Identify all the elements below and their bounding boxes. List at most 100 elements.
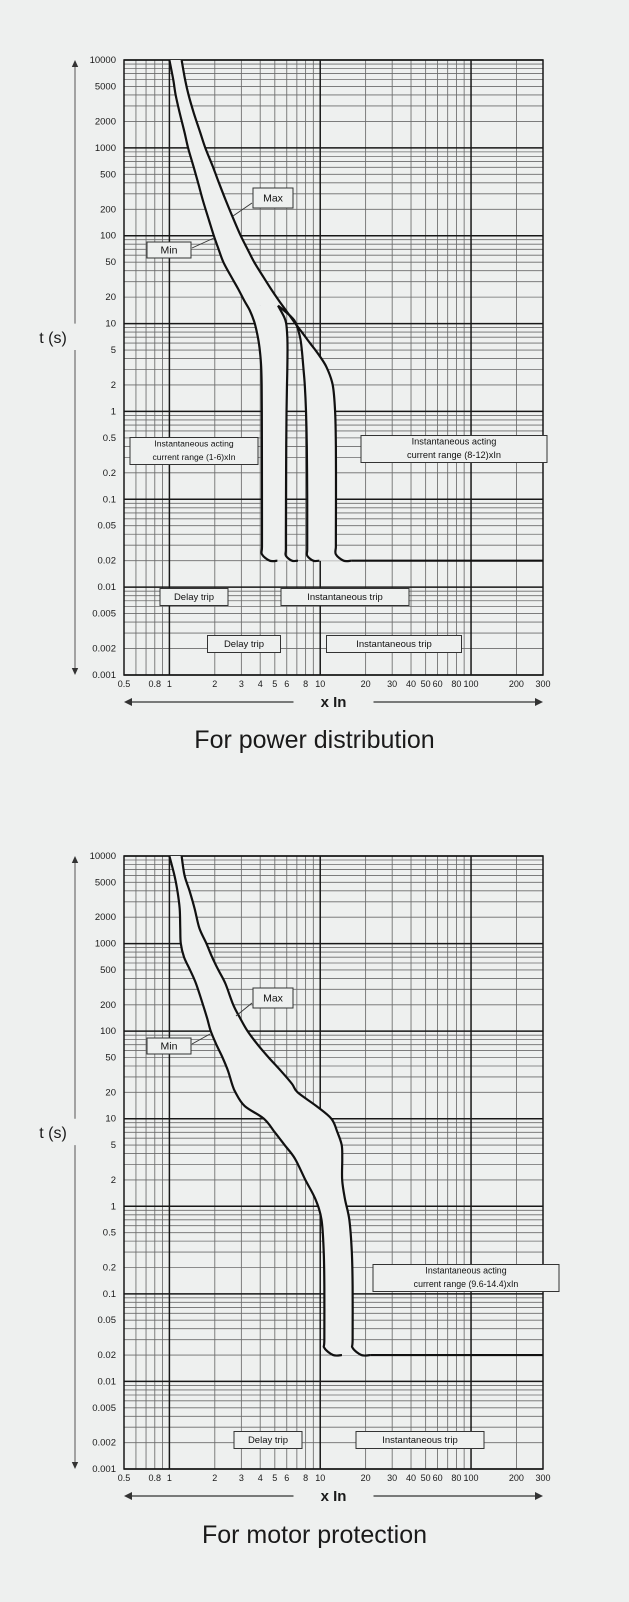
svg-text:4: 4 xyxy=(258,679,263,689)
svg-text:6: 6 xyxy=(284,679,289,689)
svg-text:80: 80 xyxy=(451,1473,461,1483)
svg-text:80: 80 xyxy=(451,679,461,689)
svg-text:current range (8-12)xIn: current range (8-12)xIn xyxy=(407,450,501,460)
svg-text:Instantaneous acting: Instantaneous acting xyxy=(412,437,497,447)
svg-text:2: 2 xyxy=(212,1473,217,1483)
svg-text:0.5: 0.5 xyxy=(103,433,116,444)
svg-text:x In: x In xyxy=(321,1488,347,1505)
svg-text:50: 50 xyxy=(421,1473,431,1483)
svg-text:300: 300 xyxy=(535,679,550,689)
svg-text:0.5: 0.5 xyxy=(103,1228,116,1239)
svg-text:40: 40 xyxy=(406,1473,416,1483)
svg-text:200: 200 xyxy=(100,204,116,215)
svg-text:0.01: 0.01 xyxy=(98,1376,117,1387)
svg-text:200: 200 xyxy=(509,1473,524,1483)
svg-text:current range (1-6)xIn: current range (1-6)xIn xyxy=(152,452,235,462)
svg-text:20: 20 xyxy=(361,1473,371,1483)
svg-text:5: 5 xyxy=(111,345,116,356)
svg-text:0.02: 0.02 xyxy=(98,556,117,567)
svg-text:Delay trip: Delay trip xyxy=(224,639,264,650)
svg-text:20: 20 xyxy=(105,292,116,303)
svg-text:50: 50 xyxy=(105,1053,116,1064)
svg-text:50: 50 xyxy=(105,257,116,268)
svg-text:200: 200 xyxy=(100,1000,116,1011)
svg-text:Delay trip: Delay trip xyxy=(248,1435,288,1446)
svg-text:1000: 1000 xyxy=(95,143,116,154)
svg-text:5: 5 xyxy=(272,1473,277,1483)
svg-text:1: 1 xyxy=(111,1201,116,1212)
svg-text:0.1: 0.1 xyxy=(103,1289,116,1300)
svg-text:2: 2 xyxy=(212,679,217,689)
svg-text:Delay trip: Delay trip xyxy=(174,592,214,603)
svg-text:0.005: 0.005 xyxy=(92,609,116,620)
svg-text:x In: x In xyxy=(321,694,347,711)
svg-text:20: 20 xyxy=(361,679,371,689)
svg-text:100: 100 xyxy=(100,231,116,242)
svg-text:60: 60 xyxy=(433,1473,443,1483)
svg-text:t (s): t (s) xyxy=(39,330,67,347)
svg-text:10: 10 xyxy=(315,679,325,689)
svg-text:0.8: 0.8 xyxy=(149,1473,162,1483)
svg-text:8: 8 xyxy=(303,1473,308,1483)
svg-text:30: 30 xyxy=(387,679,397,689)
svg-text:40: 40 xyxy=(406,679,416,689)
svg-text:10000: 10000 xyxy=(90,851,116,862)
svg-text:2000: 2000 xyxy=(95,116,116,127)
svg-text:0.2: 0.2 xyxy=(103,468,116,479)
svg-text:50: 50 xyxy=(421,679,431,689)
svg-text:Min: Min xyxy=(161,245,178,257)
svg-text:1: 1 xyxy=(111,406,116,417)
svg-text:5: 5 xyxy=(272,679,277,689)
svg-text:4: 4 xyxy=(258,1473,263,1483)
svg-text:10: 10 xyxy=(105,1114,116,1125)
svg-text:5: 5 xyxy=(111,1140,116,1151)
svg-text:100: 100 xyxy=(464,679,479,689)
svg-text:30: 30 xyxy=(387,1473,397,1483)
svg-text:Instantaneous trip: Instantaneous trip xyxy=(382,1435,458,1446)
svg-text:0.05: 0.05 xyxy=(98,521,117,532)
svg-text:1: 1 xyxy=(167,1473,172,1483)
svg-text:3: 3 xyxy=(239,1473,244,1483)
svg-text:500: 500 xyxy=(100,965,116,976)
svg-text:300: 300 xyxy=(535,1473,550,1483)
svg-text:0.02: 0.02 xyxy=(98,1350,117,1361)
svg-text:5000: 5000 xyxy=(95,81,116,92)
svg-text:0.5: 0.5 xyxy=(118,1473,131,1483)
svg-text:10: 10 xyxy=(315,1473,325,1483)
svg-text:6: 6 xyxy=(284,1473,289,1483)
svg-text:10: 10 xyxy=(105,319,116,330)
svg-text:0.01: 0.01 xyxy=(98,582,117,593)
svg-text:5000: 5000 xyxy=(95,877,116,888)
svg-text:1: 1 xyxy=(167,679,172,689)
svg-text:100: 100 xyxy=(100,1026,116,1037)
svg-text:0.002: 0.002 xyxy=(92,1438,116,1449)
svg-text:Max: Max xyxy=(263,193,284,205)
svg-text:Instantaneous acting: Instantaneous acting xyxy=(425,1266,506,1276)
svg-text:20: 20 xyxy=(105,1087,116,1098)
svg-text:100: 100 xyxy=(464,1473,479,1483)
svg-text:Instantaneous trip: Instantaneous trip xyxy=(356,639,432,650)
svg-text:Min: Min xyxy=(161,1041,178,1053)
svg-text:200: 200 xyxy=(509,679,524,689)
svg-text:Max: Max xyxy=(263,993,284,1005)
svg-text:0.001: 0.001 xyxy=(92,670,116,681)
svg-text:2: 2 xyxy=(111,380,116,391)
svg-text:0.002: 0.002 xyxy=(92,644,116,655)
svg-text:2: 2 xyxy=(111,1175,116,1186)
svg-text:1000: 1000 xyxy=(95,939,116,950)
svg-text:60: 60 xyxy=(433,679,443,689)
svg-text:0.001: 0.001 xyxy=(92,1464,116,1475)
svg-text:0.8: 0.8 xyxy=(149,679,162,689)
svg-text:0.1: 0.1 xyxy=(103,494,116,505)
svg-text:0.05: 0.05 xyxy=(98,1315,117,1326)
svg-text:8: 8 xyxy=(303,679,308,689)
svg-text:0.5: 0.5 xyxy=(118,679,131,689)
svg-text:Instantaneous trip: Instantaneous trip xyxy=(307,592,383,603)
svg-text:2000: 2000 xyxy=(95,912,116,923)
svg-text:current range (9.6-14.4)xIn: current range (9.6-14.4)xIn xyxy=(414,1279,519,1289)
svg-text:500: 500 xyxy=(100,169,116,180)
svg-text:t (s): t (s) xyxy=(39,1125,67,1142)
svg-text:Instantaneous acting: Instantaneous acting xyxy=(154,439,234,449)
svg-text:0.005: 0.005 xyxy=(92,1403,116,1414)
svg-text:10000: 10000 xyxy=(90,55,116,66)
